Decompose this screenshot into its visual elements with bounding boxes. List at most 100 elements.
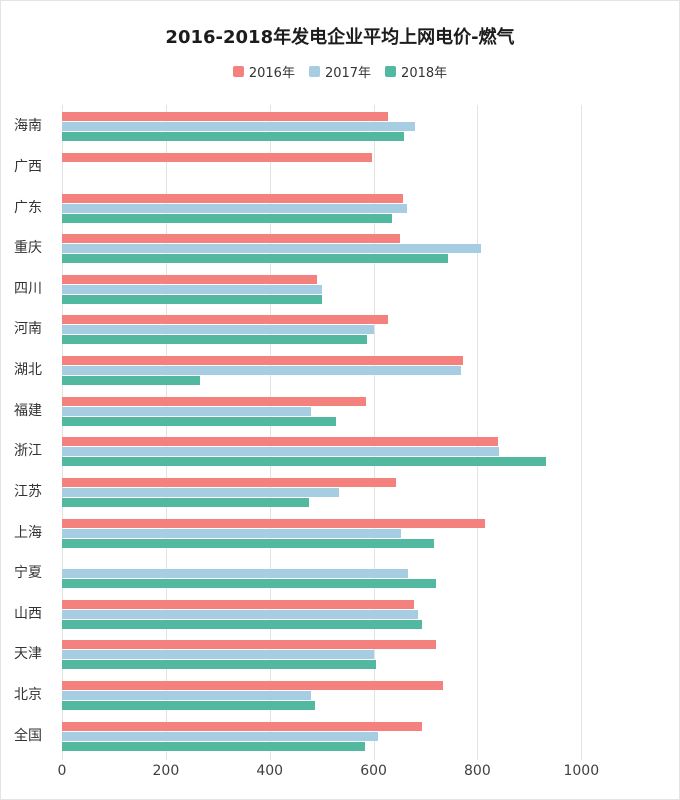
bar-2016年 — [62, 518, 486, 528]
bar-2018年 — [62, 335, 368, 345]
category-label: 山西 — [14, 605, 42, 622]
plot-rows: 海南 广西 广东 重庆 四川 河南 湖北 福建 浙江 江苏 上海 宁夏 山西 天津 北京 全国 — [1, 105, 679, 755]
bar-2016年 — [62, 640, 436, 650]
bar-2016年 — [62, 681, 443, 691]
x-tick-label: 800 — [464, 763, 491, 779]
category-label: 四川 — [14, 280, 42, 297]
chart-row: 福建 — [1, 389, 679, 430]
bar-group — [62, 353, 679, 386]
legend-item-2017[interactable]: 2017年 — [308, 62, 372, 81]
bar-2018年 — [62, 376, 201, 386]
bar-2018年 — [62, 416, 336, 426]
chart-row: 宁夏 — [1, 552, 679, 593]
chart-row: 广西 — [1, 146, 679, 187]
bar-2017年 — [62, 203, 408, 213]
bar-2017年 — [62, 569, 409, 579]
bar-group — [62, 150, 679, 182]
bar-2017年 — [62, 406, 312, 416]
gridline — [477, 105, 479, 760]
bar-2016年 — [62, 152, 372, 162]
chart-row: 山西 — [1, 593, 679, 634]
bar-group — [62, 556, 679, 589]
bar-2018年 — [62, 579, 436, 589]
bar-2018年 — [62, 497, 310, 507]
bar-2016年 — [62, 315, 388, 325]
bar-2016年 — [62, 437, 498, 447]
x-tick-label: 200 — [152, 763, 180, 779]
bar-2017年 — [62, 366, 461, 376]
plot-area: 海南 广西 广东 重庆 四川 河南 湖北 福建 浙江 江苏 上海 宁夏 山西 天津 北京 全国 0 200 400… — [1, 105, 679, 789]
bar-2016年 — [62, 274, 317, 284]
chart-row: 北京 — [1, 674, 679, 715]
category-label: 广东 — [14, 199, 42, 216]
category-label: 宁夏 — [14, 565, 42, 582]
bar-2018年 — [62, 538, 434, 548]
bar-2016年 — [62, 112, 388, 122]
bar-group — [62, 109, 679, 142]
chart-row: 四川 — [1, 268, 679, 309]
bar-2016年 — [62, 599, 414, 609]
chart-row: 海南 — [1, 105, 679, 146]
gridline — [373, 105, 375, 760]
category-label: 北京 — [14, 687, 42, 704]
bar-2018年 — [62, 254, 449, 264]
gridline — [165, 105, 167, 760]
bar-2016年 — [62, 193, 403, 203]
bar-2018年 — [62, 701, 316, 711]
chart-row: 湖北 — [1, 349, 679, 390]
bar-2017年 — [62, 609, 418, 619]
bar-2018年 — [62, 213, 392, 223]
bar-group — [62, 475, 679, 507]
bar-2017年 — [62, 122, 415, 132]
bar-2016年 — [62, 234, 400, 244]
chart-row: 广东 — [1, 186, 679, 227]
bar-2017年 — [62, 487, 340, 497]
chart-row: 全国 — [1, 714, 679, 755]
bar-2018年 — [62, 619, 423, 629]
category-label: 上海 — [14, 524, 42, 541]
x-tick-label: 600 — [360, 763, 387, 779]
chart-row: 上海 — [1, 511, 679, 552]
legend-item-2016[interactable]: 2016年 — [232, 62, 295, 81]
legend-label-2016: 2016年 — [248, 66, 295, 81]
category-label: 全国 — [14, 727, 42, 744]
bar-2017年 — [62, 244, 481, 254]
bar-group — [62, 719, 679, 751]
bar-2017年 — [62, 650, 374, 660]
bar-2017年 — [62, 731, 378, 741]
bar-2017年 — [62, 284, 323, 294]
bar-2016年 — [62, 477, 396, 487]
legend-swatch-2017 — [308, 66, 320, 77]
legend: 2016年 2017年 2018年 — [1, 62, 679, 81]
bar-2018年 — [62, 132, 404, 142]
bar-group — [62, 637, 679, 670]
x-tick-label: 1000 — [563, 763, 600, 779]
category-label: 广西 — [14, 158, 42, 175]
bar-2017年 — [62, 447, 500, 457]
bar-group — [62, 231, 679, 264]
legend-label-2018: 2018年 — [401, 66, 448, 81]
category-label: 湖北 — [14, 362, 42, 379]
bar-2018年 — [62, 457, 546, 467]
x-axis: 0 200 400 600 800 1000 — [58, 763, 679, 789]
legend-swatch-2016 — [232, 66, 244, 77]
chart-row: 河南 — [1, 308, 679, 349]
gridline — [62, 105, 63, 760]
legend-swatch-2018 — [385, 66, 397, 77]
chart-title: 2016-2018年发电企业平均上网电价-燃气 — [165, 27, 515, 48]
category-label: 海南 — [14, 118, 42, 135]
gridline — [581, 105, 583, 760]
bar-group — [62, 597, 679, 629]
category-label: 江苏 — [14, 483, 42, 500]
bar-2018年 — [62, 294, 322, 304]
bar-2017年 — [62, 325, 374, 335]
category-label: 重庆 — [14, 240, 42, 257]
bar-group — [62, 516, 679, 548]
grid-layer — [62, 105, 583, 760]
legend-item-2018[interactable]: 2018年 — [385, 62, 447, 81]
legend-label-2017: 2017年 — [324, 66, 372, 81]
bar-group — [62, 678, 679, 711]
chart-row: 天津 — [1, 633, 679, 674]
plot: 海南 广西 广东 重庆 四川 河南 湖北 福建 浙江 江苏 上海 宁夏 山西 天津 北京 全国 — [1, 105, 679, 760]
